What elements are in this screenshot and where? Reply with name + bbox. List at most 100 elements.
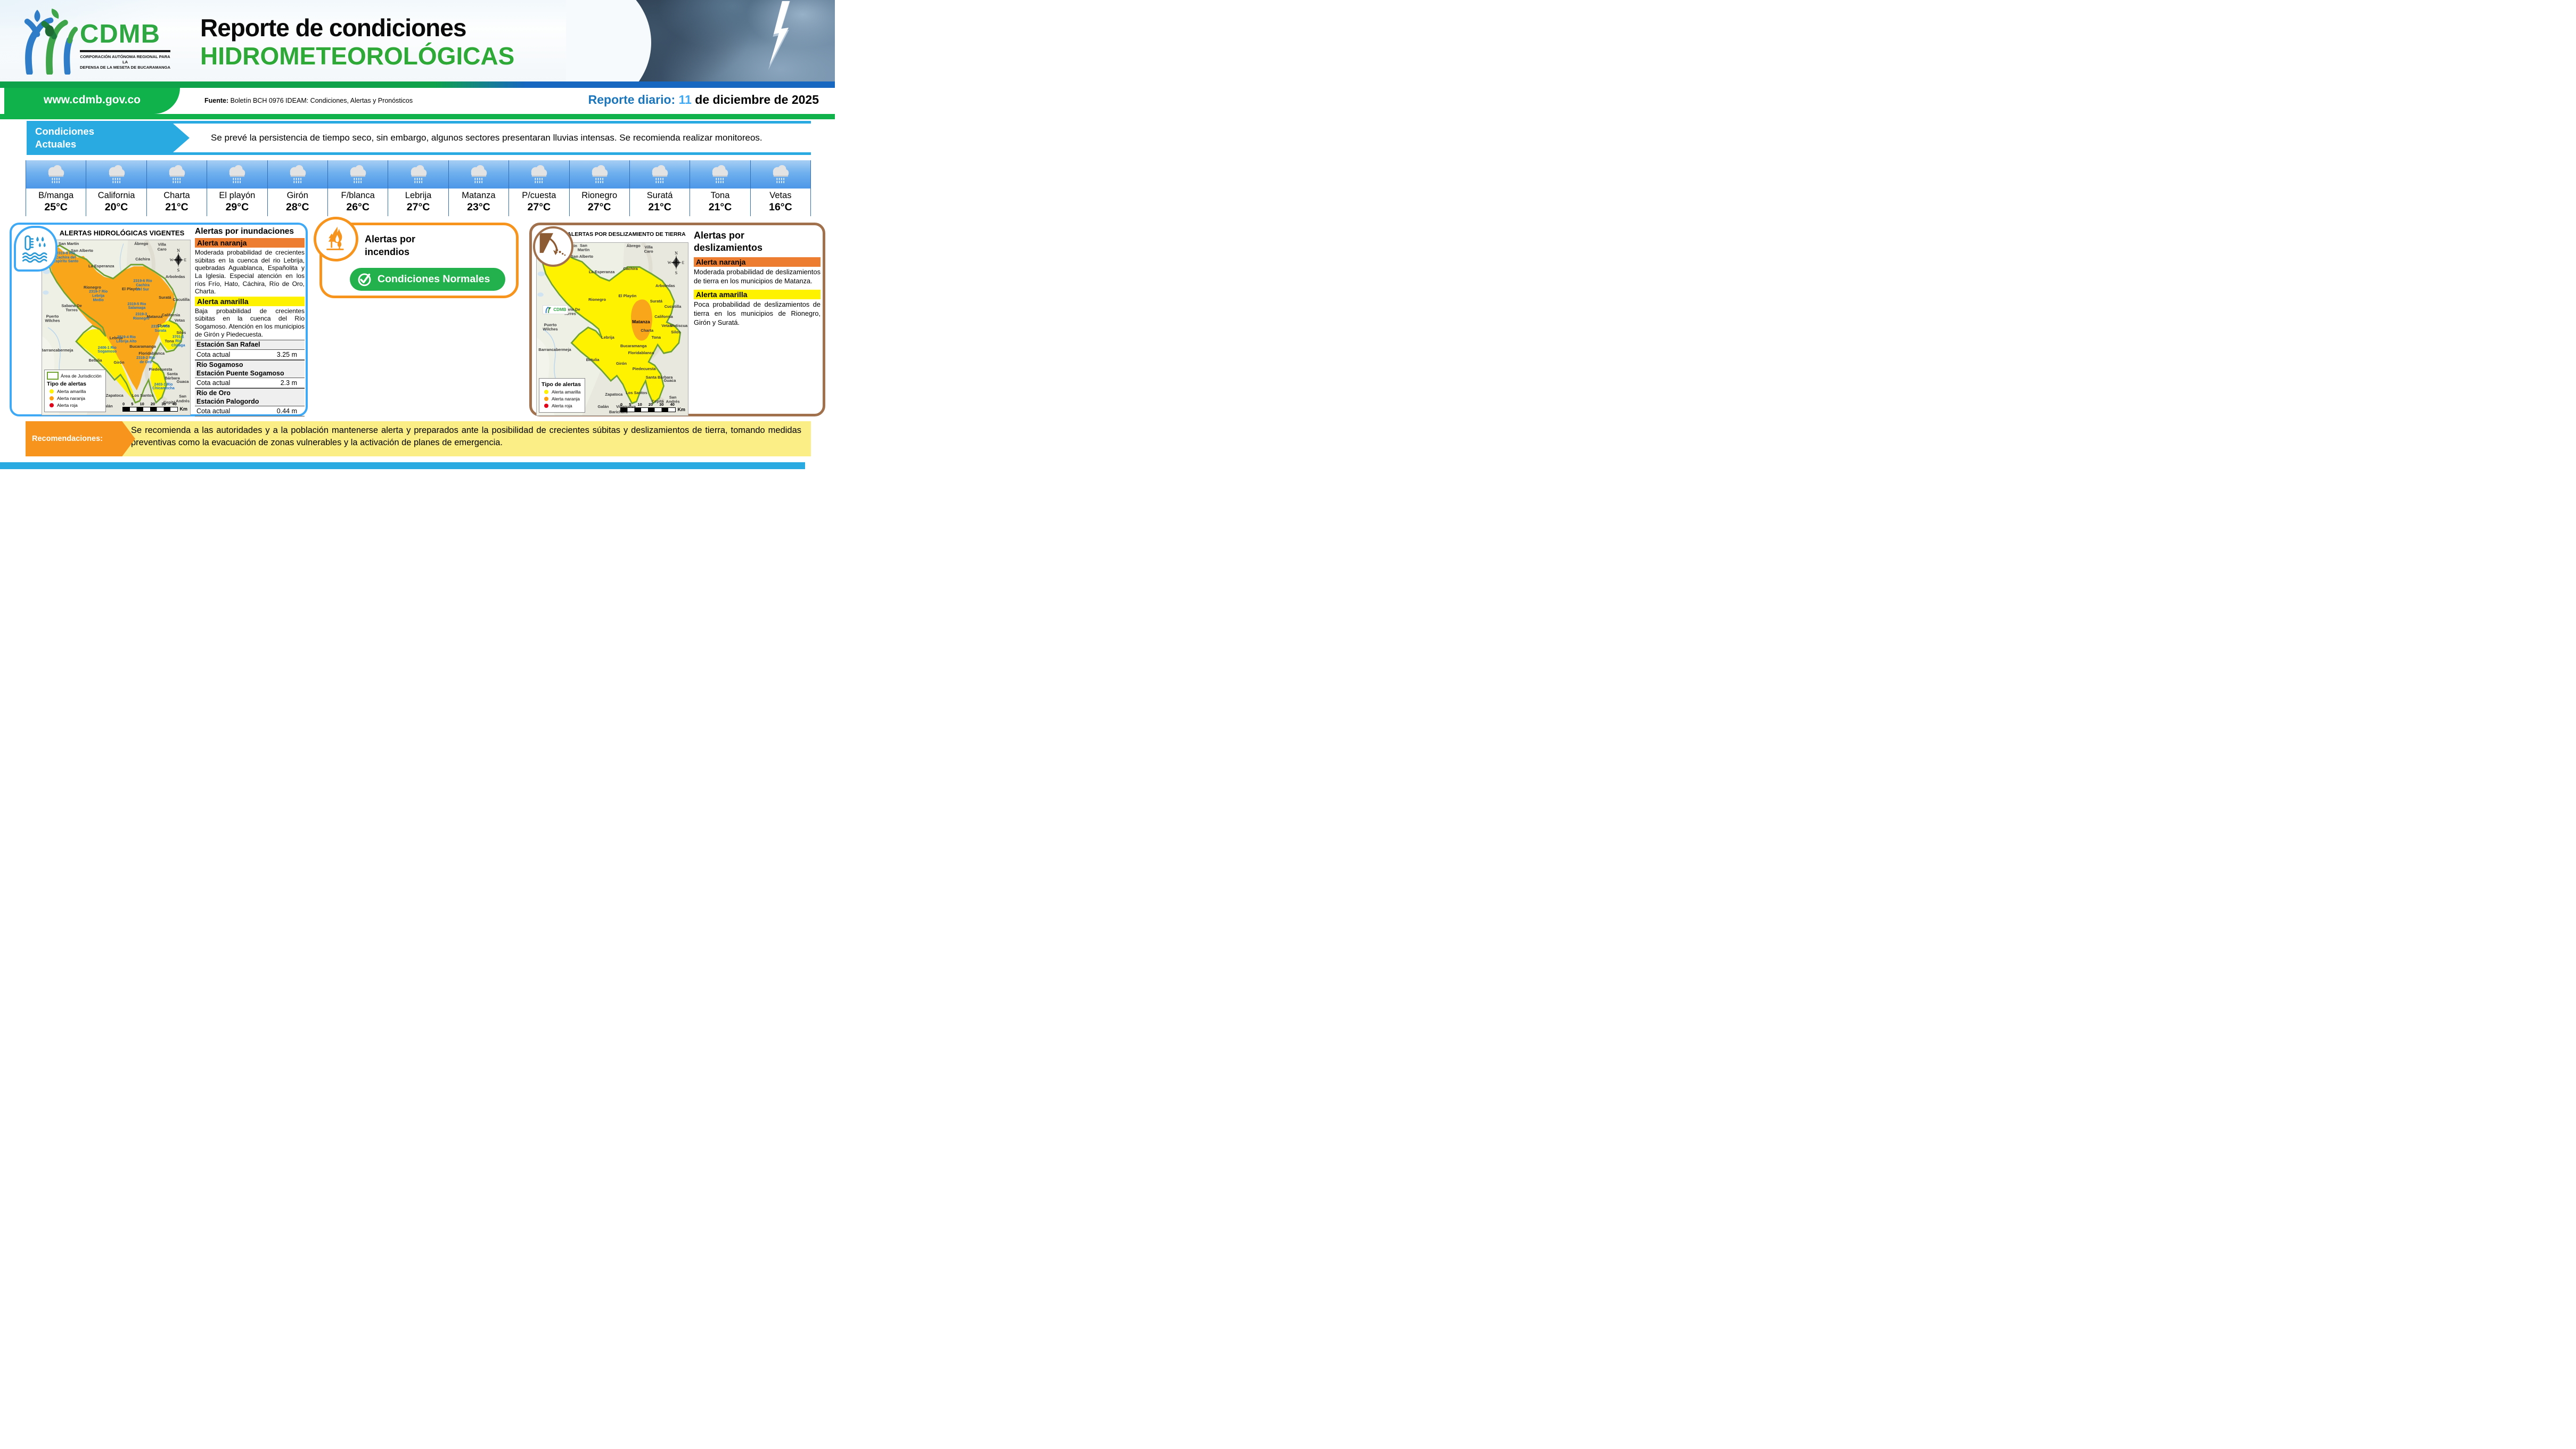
landslide-alerts-panel: ALERTAS POR DESLIZAMIENTO DE TIERRA San …	[529, 223, 825, 416]
svg-text:N: N	[177, 248, 180, 253]
station-group: Río de Oro Estación Palogordo Cota actua…	[195, 388, 305, 417]
city-weather-cell: El playón 29°C	[207, 160, 268, 216]
city-sky	[448, 160, 509, 189]
city-name: Tona	[710, 191, 730, 200]
station-group: Estación San Rafael Cota actual 3.25 m	[195, 340, 305, 360]
flood-orange-alert-header: Alerta naranja	[195, 238, 305, 248]
city-weather-cell: Girón 28°C	[267, 160, 328, 216]
map-logo-text: CDMB	[553, 307, 567, 312]
legend-title: Tipo de alertas	[542, 381, 581, 388]
landslide-map: San Martín San Martin San Alberto Ábrego…	[536, 242, 688, 416]
city-name: Matanza	[462, 191, 496, 200]
city-name: Suratá	[646, 191, 673, 200]
report-date-rest: de diciembre de 2025	[691, 93, 819, 107]
city-sky	[388, 160, 448, 189]
flood-map: San Martín San Alberto Ábrego Villa Caro…	[42, 240, 191, 415]
website-link[interactable]: www.cdmb.gov.co	[4, 88, 180, 114]
rain-cloud-icon	[471, 165, 487, 183]
storm-curve-mask	[566, 0, 651, 81]
city-weather-strip: B/manga 25°C	[26, 160, 811, 216]
city-weather-cell: Lebrija 27°C	[388, 160, 449, 216]
scale-ticks: 0 5 10 20 30 40	[620, 402, 685, 407]
cdmb-mini-logo-icon	[545, 306, 552, 313]
landslide-text-column: Alertas por deslizamientos Alerta naranj…	[694, 230, 821, 327]
city-temperature: 21°C	[708, 201, 732, 213]
scale-tick: 5	[629, 402, 631, 407]
flood-orange-alert-text: Moderada probabilidad de crecientes súbi…	[195, 249, 305, 296]
city-weather-cell: Rionegro 27°C	[569, 160, 630, 216]
legend-item: Alerta roja	[47, 403, 102, 408]
svg-text:N: N	[675, 251, 678, 256]
compass-rose-icon: N S W E	[170, 248, 186, 273]
scale-unit: Km	[677, 407, 685, 412]
svg-text:E: E	[682, 261, 684, 265]
landslide-title: Alertas por deslizamientos	[694, 230, 763, 253]
landslide-yellow-alert-header: Alerta amarilla	[694, 290, 821, 300]
current-conditions-section: Condiciones Actuales Se prevé la persist…	[0, 121, 835, 155]
fire-icon	[326, 226, 344, 250]
city-weather-cell: Matanza 23°C	[448, 160, 510, 216]
city-temperature: 21°C	[165, 201, 188, 213]
city-weather-cell: B/manga 25°C	[26, 160, 87, 216]
city-sky	[690, 160, 750, 189]
city-temperature: 29°C	[225, 201, 249, 213]
logo-acronym: CDMB	[80, 20, 160, 48]
scale-unit: Km	[179, 406, 187, 412]
station-row: Cota actual 3.25 m	[195, 349, 305, 360]
city-weather-cell: P/cuesta 27°C	[509, 160, 570, 216]
rain-cloud-icon	[290, 165, 306, 183]
org-name-line2: DEFENSA DE LA MESETA DE BUCARAMANGA	[80, 64, 170, 70]
title-line2: HIDROMETEOROLÓGICAS	[200, 42, 515, 70]
svg-text:S: S	[177, 268, 179, 273]
city-temperature: 23°C	[467, 201, 490, 213]
scale-bar	[620, 407, 676, 412]
scale-tick: 30	[659, 402, 664, 407]
conditions-top-rule	[160, 121, 811, 124]
footer-bar	[0, 462, 805, 469]
station-table: Estación San Rafael Cota actual 3.25 m R…	[195, 340, 305, 417]
org-name-line1: CORPORACIÓN AUTÓNOMA REGIONAL PARA LA	[80, 54, 170, 64]
legend-item-label: Alerta naranja	[57, 396, 85, 401]
source-label: Fuente:	[204, 97, 229, 104]
flood-map-scalebar: 0 5 10 20 30 40 Km	[122, 402, 187, 412]
recommendations-section: Se recomienda a las autoridades y a la p…	[0, 421, 835, 456]
cdmb-logo-figures-icon	[24, 9, 78, 75]
legend-title: Tipo de alertas	[47, 381, 86, 387]
legend-item: Alerta amarilla	[542, 389, 581, 395]
city-temperature: 27°C	[527, 201, 551, 213]
fire-alerts-panel: Alertas por incendios Condiciones Normal…	[314, 217, 519, 298]
recommendations-label: Recomendaciones:	[26, 421, 135, 456]
city-name: F/blanca	[341, 191, 375, 200]
city-name: P/cuesta	[522, 191, 556, 200]
city-sky	[207, 160, 267, 189]
station-row-value: 3.25 m	[276, 350, 297, 358]
source-line: Fuente: Boletín BCH 0976 IDEAM: Condicio…	[204, 97, 413, 104]
station-river: Estación San Rafael	[196, 341, 260, 349]
cdmb-logo-text-block: CDMB CORPORACIÓN AUTÓNOMA REGIONAL PARA …	[80, 7, 170, 75]
fire-panel-badge	[314, 217, 358, 261]
city-weather-cell: California 20°C	[86, 160, 147, 216]
svg-text:S: S	[675, 271, 677, 275]
city-temperature: 21°C	[648, 201, 671, 213]
station-river: Río Sogamoso	[196, 361, 243, 369]
city-sky	[267, 160, 327, 189]
station-header: Estación San Rafael	[195, 340, 305, 349]
station-row-value: 0.44 m	[276, 407, 297, 415]
city-weather-cell: Suratá 21°C	[629, 160, 691, 216]
svg-text:E: E	[184, 258, 186, 263]
station-name: Estación Puente Sogamoso	[196, 369, 284, 377]
legend-item: Alerta amarilla	[47, 389, 102, 394]
page-title: Reporte de condiciones HIDROMETEOROLÓGIC…	[200, 14, 514, 71]
city-temperature: 16°C	[769, 201, 792, 213]
legend-item-label: Alerta amarilla	[552, 389, 581, 395]
conditions-bottom-rule	[160, 152, 811, 155]
station-row-value: 2.3 m	[280, 379, 297, 387]
legend-dot	[50, 403, 54, 407]
scale-tick: 20	[648, 402, 653, 407]
city-sky	[569, 160, 629, 189]
city-name: El playón	[219, 191, 256, 200]
legend-item-label: Alerta roja	[57, 403, 78, 408]
city-name: Girón	[286, 191, 308, 200]
city-sky	[86, 160, 146, 189]
check-icon	[358, 273, 371, 286]
